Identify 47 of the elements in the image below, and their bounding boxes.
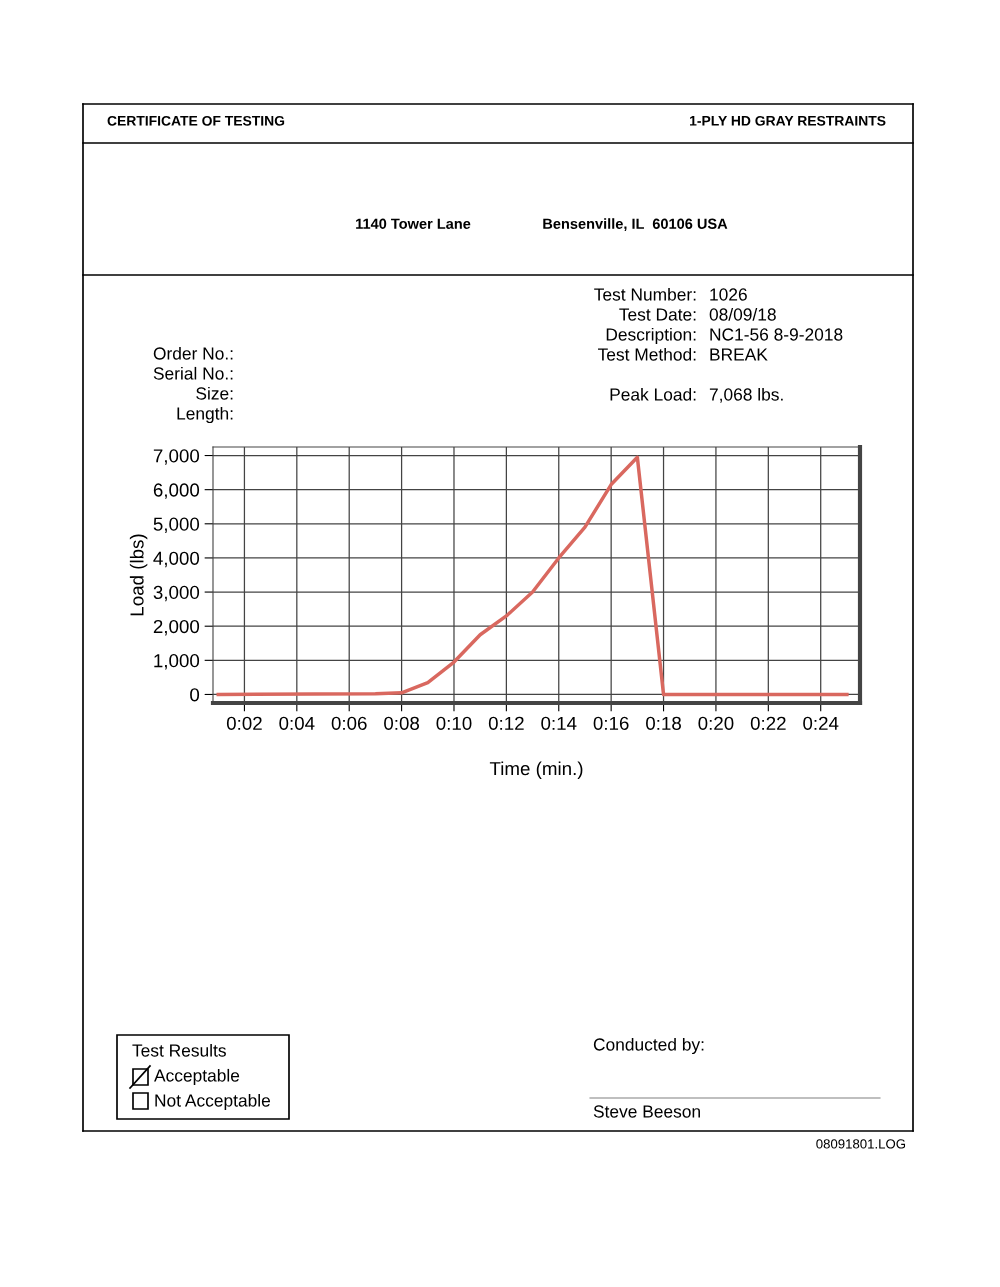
text: Test Number: [594, 287, 696, 301]
x-tick-label: 0:08 [384, 716, 420, 730]
y-tick-label: 5,000 [153, 517, 200, 533]
text: 1140 Tower Lane [356, 218, 471, 229]
y-tick-label: 1,000 [154, 654, 200, 670]
y-tick-label: 0 [190, 688, 200, 702]
text: 1026 [710, 288, 747, 301]
text: Acceptable [154, 1068, 240, 1086]
text: 08091801.LOG [816, 1139, 906, 1149]
text: NC1-56 8-9-2018 [710, 328, 843, 341]
x-tick-label: 0:02 [226, 716, 262, 730]
text: Peak Load: [610, 387, 696, 401]
x-tick-label: 0:22 [750, 716, 786, 730]
y-tick-label: 7,000 [153, 449, 200, 465]
x-tick-label: 0:24 [803, 716, 839, 730]
x-tick-label: 0:06 [331, 716, 367, 730]
x-tick-label: 0:20 [698, 716, 734, 730]
text: Bensenville, IL 60106 USA [543, 218, 728, 232]
x-tick-label: 0:04 [279, 716, 315, 730]
text: Length: [177, 406, 233, 424]
y-axis-title: Load (lbs) [129, 534, 148, 616]
y-tick-label: 3,000 [153, 585, 200, 602]
y-tick-label: 2,000 [153, 619, 200, 636]
text: Test Results [132, 1043, 226, 1057]
text: 7,068 lbs. [709, 387, 783, 403]
text: BREAK [710, 348, 768, 361]
text: Steve Beeson [593, 1105, 700, 1118]
x-axis-title: Time (min.) [489, 761, 583, 779]
x-tick-label: 0:14 [541, 716, 577, 730]
text: Serial No.: [153, 366, 233, 380]
text: Size: [196, 386, 233, 400]
text: 08/09/18 [709, 307, 776, 321]
text: Test Date: [619, 308, 696, 321]
x-tick-label: 0:16 [593, 716, 629, 730]
chart-subtitle: 1-PLY HD GRAY RESTRAINTS [690, 115, 886, 126]
x-tick-label: 0:10 [436, 716, 472, 730]
text: Conducted by: [593, 1037, 704, 1055]
y-tick-label: 4,000 [153, 551, 200, 568]
line-series [216, 455, 849, 697]
text: Description: [606, 327, 696, 345]
y-tick-label: 6,000 [153, 483, 200, 499]
x-tick-label: 0:18 [646, 716, 681, 730]
text: Not Acceptable [155, 1093, 271, 1111]
text: Order No.: [153, 346, 233, 360]
text: Test Method: [598, 347, 696, 361]
chart-title: CERTIFICATE OF TESTING [107, 115, 285, 126]
x-tick-label: 0:12 [488, 716, 524, 730]
